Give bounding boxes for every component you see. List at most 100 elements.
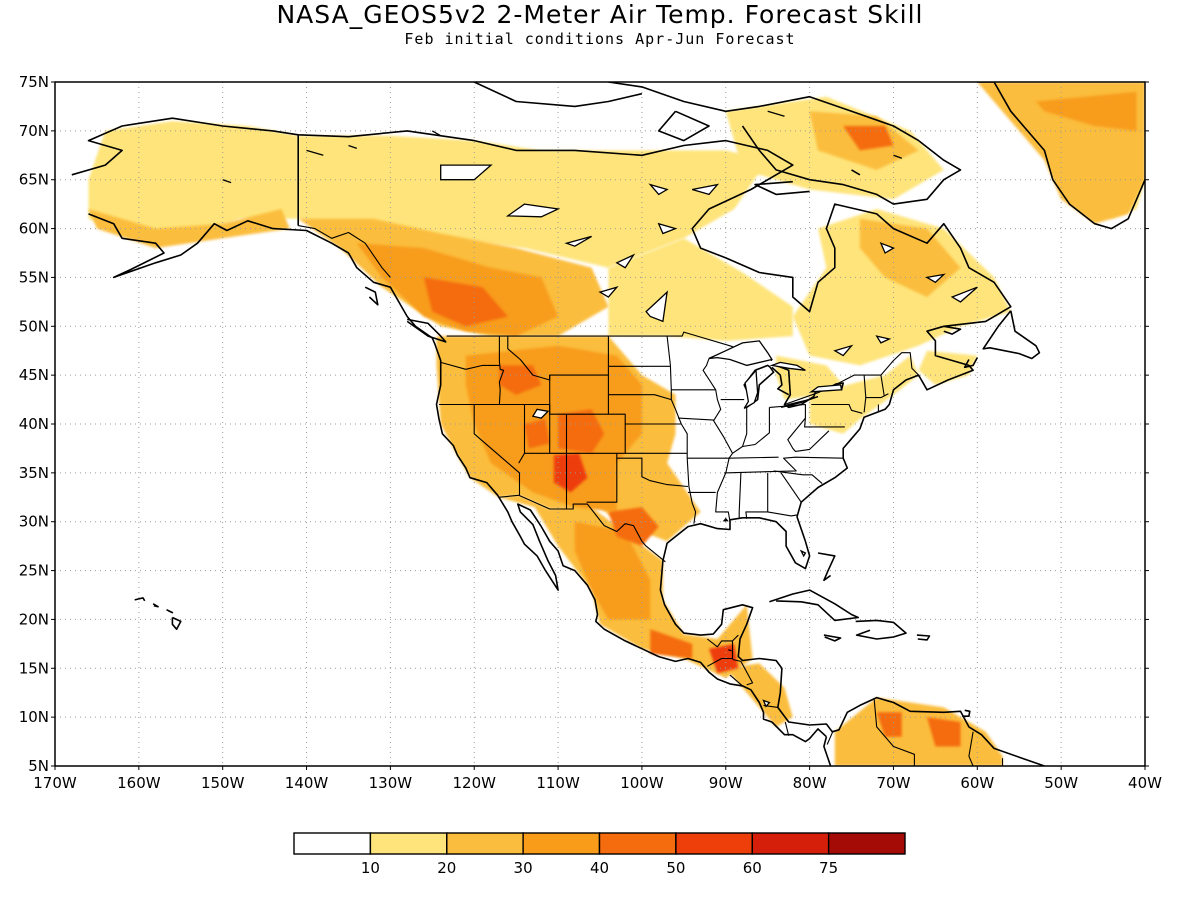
color-legend-swatch [369, 832, 448, 855]
boundary-lines-layer [71, 82, 1145, 766]
coastline [657, 110, 710, 142]
political-border [773, 470, 823, 485]
political-border [671, 389, 722, 421]
skill-region-alaska-south [88, 209, 290, 249]
skill-region-guyana-hot [927, 717, 961, 747]
coastline [473, 82, 643, 108]
latitude-label: 25N [19, 562, 49, 580]
political-border [873, 699, 915, 766]
political-border [439, 403, 682, 425]
longitude-label: 140W [285, 774, 329, 792]
longitude-label: 170W [33, 774, 77, 792]
coastline [943, 325, 962, 335]
skill-region-mexico-core [574, 521, 651, 620]
political-border [707, 640, 734, 667]
graticule [55, 82, 1145, 766]
lake-outline [598, 285, 619, 298]
lake-outline [306, 149, 324, 156]
skill-region-central-america [725, 663, 793, 727]
latitude-label: 30N [19, 513, 49, 531]
skill-region-south-america [834, 697, 1003, 766]
skill-region-baffin-hot [843, 126, 894, 151]
longitude-label: 130W [369, 774, 413, 792]
political-border [741, 407, 748, 447]
political-border [787, 417, 830, 452]
political-border [724, 456, 845, 474]
coastline [823, 736, 832, 766]
skill-region-mexico-south-hot [650, 629, 693, 659]
political-border [608, 394, 672, 401]
longitude-label: 40W [1128, 774, 1162, 792]
longitude-label: 110W [536, 774, 580, 792]
longitude-axis-labels: 170W 160W 150W 140W 130W 120W 110W 100W 90W 80W 70… [33, 766, 1162, 792]
color-legend-label: 75 [819, 859, 838, 877]
skill-region-colorado-hot [558, 409, 605, 454]
coastline [823, 634, 842, 642]
political-border [780, 472, 802, 503]
coastline [71, 117, 1045, 766]
coastline [152, 603, 159, 608]
lake-outline [708, 340, 773, 367]
coastline [166, 608, 174, 614]
coastline [88, 213, 827, 743]
latitude-label: 10N [19, 708, 49, 726]
political-border [473, 404, 521, 496]
coastline [817, 552, 836, 582]
political-border [738, 472, 742, 518]
skill-region-quebec-labrador [792, 209, 1011, 366]
longitude-label: 80W [793, 774, 827, 792]
longitude-label: 100W [620, 774, 664, 792]
longitude-label: 60W [960, 774, 994, 792]
lake-outline [893, 154, 903, 159]
lake-outline [743, 368, 759, 409]
skill-region-alaska-interior [88, 121, 299, 239]
political-border [784, 721, 790, 736]
latitude-label: 60N [19, 220, 49, 238]
coastline [134, 597, 146, 602]
latitude-label: 15N [19, 659, 49, 677]
coastline [977, 82, 1145, 230]
coastline [855, 619, 907, 640]
latitude-axis-labels: 75N 70N 65N 60N 55N 50N 45N 40N 35N 30N 25N 20N 15N 1… [19, 73, 1149, 775]
coastline [754, 180, 810, 196]
lake-outline [648, 183, 669, 196]
skill-region-bc-hotspot [423, 277, 508, 327]
latitude-label: 50N [19, 317, 49, 335]
latitude-label: 20N [19, 610, 49, 628]
political-border [769, 403, 845, 428]
latitude-label: 75N [19, 73, 49, 91]
color-legend-swatch [293, 832, 372, 855]
lake-outline [692, 183, 720, 196]
coastline [608, 82, 962, 205]
coastline [982, 310, 1041, 360]
coastline [171, 616, 182, 631]
color-legend-swatch [751, 832, 830, 855]
political-border [586, 453, 618, 503]
political-border [767, 511, 798, 517]
color-legend-swatch [827, 832, 906, 855]
color-legend: 10 20 30 40 50 60 75 [293, 832, 906, 877]
longitude-label: 150W [201, 774, 245, 792]
lake-outline [809, 384, 843, 393]
map-subtitle: Feb initial conditions Apr-Jun Forecast [404, 30, 796, 48]
political-border [498, 336, 505, 405]
lake-outline [875, 335, 892, 344]
color-legend-label: 10 [361, 859, 380, 877]
lake-outline [505, 203, 561, 218]
lake-outline [799, 549, 807, 558]
longitude-label: 160W [117, 774, 161, 792]
map-title: NASA_GEOS5v2 2-Meter Air Temp. Forecast … [276, 0, 924, 29]
lake-outline [531, 408, 550, 419]
political-border [702, 358, 717, 391]
lake-outline [645, 290, 669, 323]
latitude-label: 70N [19, 122, 49, 140]
lake-outline [780, 395, 819, 409]
lake-outline [879, 242, 895, 254]
skill-shading-layer [88, 82, 1145, 766]
latitude-label: 40N [19, 415, 49, 433]
longitude-label: 50W [1044, 774, 1078, 792]
political-border [732, 658, 754, 686]
political-border [826, 730, 834, 745]
political-border [880, 375, 885, 396]
coastline [851, 169, 861, 176]
